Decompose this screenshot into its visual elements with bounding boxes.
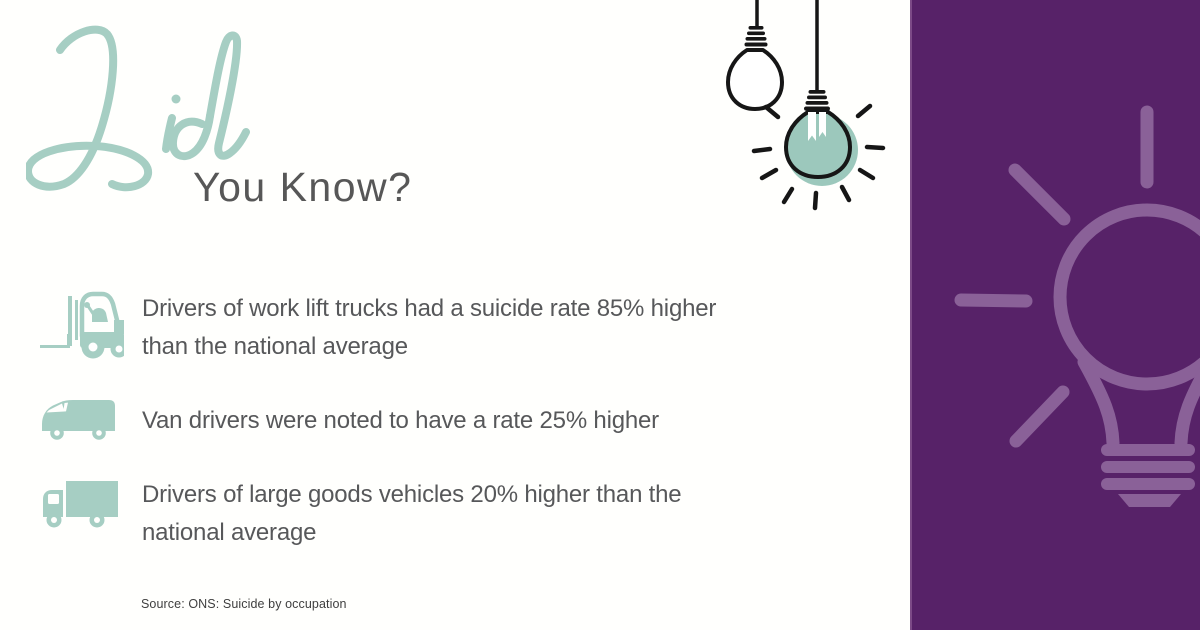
fact-text: Van drivers were noted to have a rate 25…	[142, 407, 659, 434]
fact-row: Drivers of work lift trucks had a suicid…	[40, 288, 716, 366]
fact-row: Van drivers were noted to have a rate 25…	[40, 396, 659, 448]
truck-icon	[40, 470, 142, 536]
lightbulb-off-icon	[726, 0, 784, 111]
fact-text: Drivers of large goods vehicles 20% high…	[142, 481, 682, 546]
source-note: Source: ONS: Suicide by occupation	[141, 597, 347, 611]
hanging-bulbs-graphic	[688, 0, 898, 212]
page-title: You Know?	[193, 164, 413, 210]
fact-row: Drivers of large goods vehicles 20% high…	[40, 470, 682, 552]
fact-text: Drivers of work lift trucks had a suicid…	[142, 295, 717, 360]
forklift-icon	[40, 288, 142, 365]
lightbulb-outline-icon	[954, 105, 1200, 507]
did-script-graphic: Did	[23, 10, 288, 228]
lightbulb-lit-icon	[751, 0, 886, 211]
purple-side-panel	[910, 0, 1200, 630]
van-icon	[40, 396, 142, 448]
